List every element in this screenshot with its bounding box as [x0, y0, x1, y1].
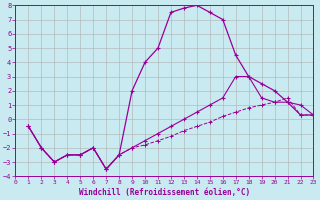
- X-axis label: Windchill (Refroidissement éolien,°C): Windchill (Refroidissement éolien,°C): [79, 188, 250, 197]
